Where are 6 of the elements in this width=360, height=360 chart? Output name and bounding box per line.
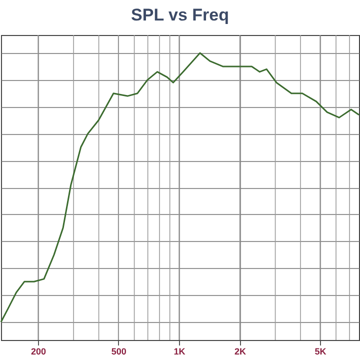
x-tick-label: 200 (31, 346, 46, 356)
x-tick-label: 1K (174, 346, 186, 356)
chart-title: SPL vs Freq (131, 6, 229, 25)
x-tick-label: 2K (234, 346, 247, 356)
x-tick-label: 5K (314, 346, 327, 356)
x-tick-label: 500 (111, 346, 126, 356)
